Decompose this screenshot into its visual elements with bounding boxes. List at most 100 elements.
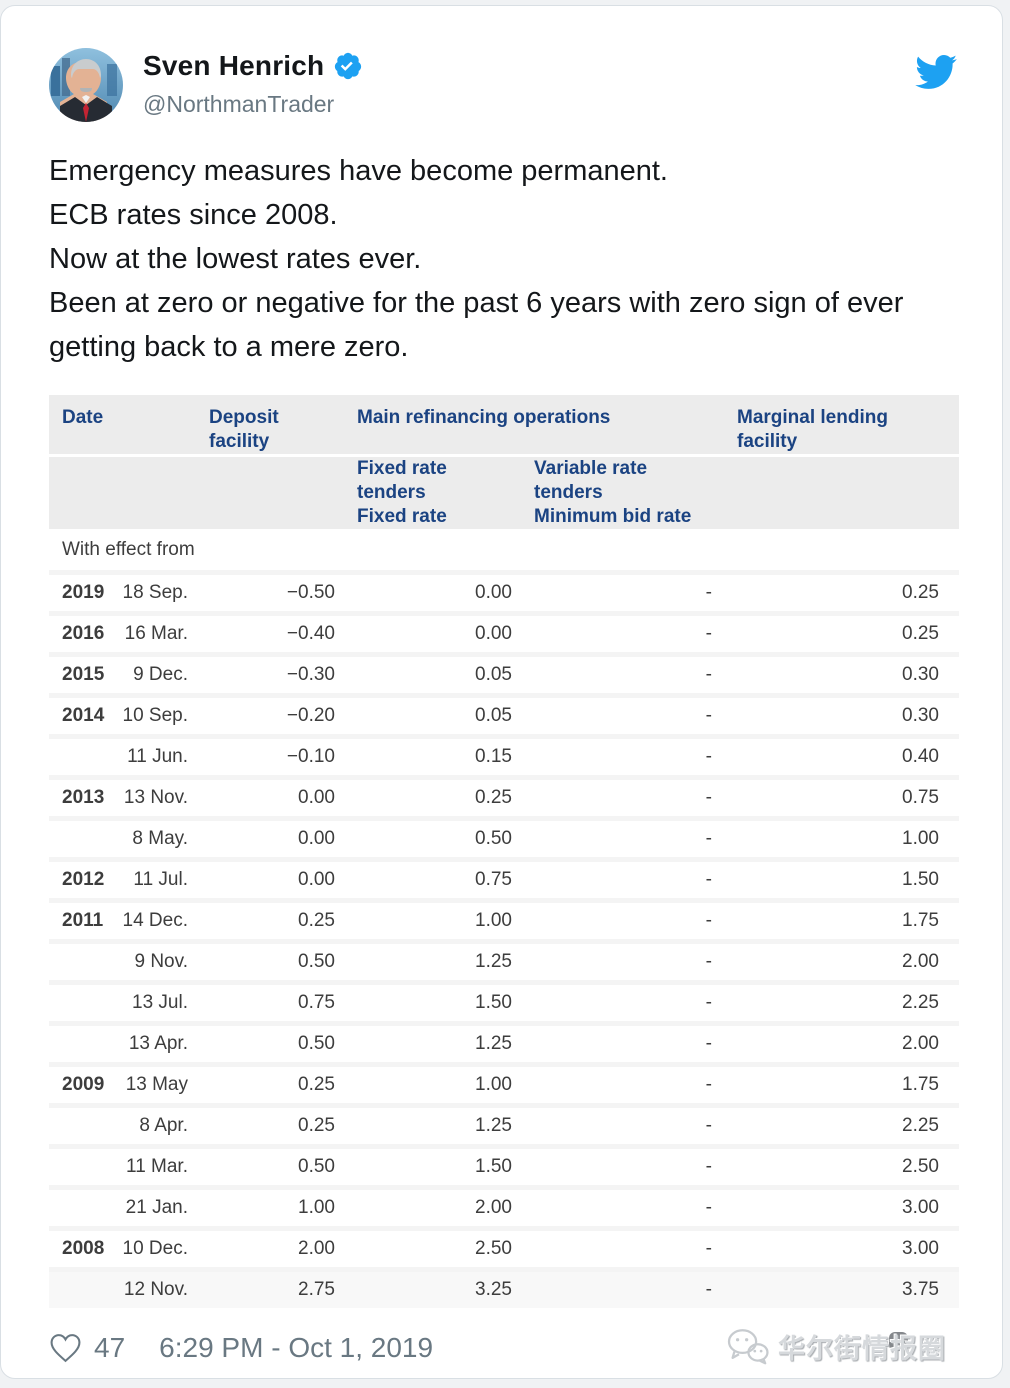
date-cell: 9 Dec. [104, 652, 196, 693]
date-cell: 10 Sep. [104, 693, 196, 734]
variable-rate-cell: - [516, 1062, 716, 1103]
deposit-cell: 0.00 [196, 857, 339, 898]
verified-badge-icon [335, 52, 362, 80]
variable-rate-cell: - [516, 1226, 716, 1267]
header-deposit-facility: Deposit facility [196, 395, 339, 457]
table-row: 2012 11 Jul. 0.00 0.75-1.50 [49, 857, 959, 898]
variable-rate-cell: - [516, 980, 716, 1021]
marginal-cell: 2.25 [716, 980, 959, 1021]
marginal-cell: 3.00 [716, 1226, 959, 1267]
year-cell: 2012 [49, 857, 104, 898]
fixed-rate-cell: 2.50 [339, 1226, 516, 1267]
author-handle[interactable]: @NorthmanTrader [143, 91, 335, 117]
with-effect-row: With effect from [49, 529, 959, 570]
date-cell: 10 Dec. [104, 1226, 196, 1267]
timestamp[interactable]: 6:29 PM - Oct 1, 2019 [159, 1332, 434, 1363]
year-cell [49, 1103, 104, 1144]
fixed-rate-cell: 0.75 [339, 857, 516, 898]
date-cell: 16 Mar. [104, 611, 196, 652]
marginal-cell: 0.25 [716, 570, 959, 611]
author-name[interactable]: Sven Henrich [143, 50, 325, 81]
variable-rate-cell: - [516, 693, 716, 734]
fixed-rate-cell: 0.15 [339, 734, 516, 775]
year-cell: 2011 [49, 898, 104, 939]
variable-rate-cell: - [516, 1103, 716, 1144]
tweet-text: Emergency measures have become permanent… [49, 149, 974, 369]
date-cell: 12 Nov. [104, 1267, 196, 1308]
marginal-cell: 1.00 [716, 816, 959, 857]
variable-rate-cell: - [516, 652, 716, 693]
year-cell: 2014 [49, 693, 104, 734]
subheader-variable-rate: Variable rate tenders Minimum bid rate [516, 457, 716, 529]
date-cell: 13 Apr. [104, 1021, 196, 1062]
deposit-cell: 0.50 [196, 1144, 339, 1185]
date-cell: 11 Jul. [104, 857, 196, 898]
tweet-line: Now at the lowest rates ever. [49, 243, 422, 275]
tweet-line: Emergency measures have become permanent… [49, 155, 668, 187]
deposit-cell: −0.50 [196, 570, 339, 611]
year-cell: 2013 [49, 775, 104, 816]
fixed-rate-cell: 1.50 [339, 1144, 516, 1185]
date-cell: 11 Jun. [104, 734, 196, 775]
watermark-badge [889, 1332, 908, 1351]
like-count[interactable]: 47 [94, 1332, 126, 1363]
marginal-cell: 3.75 [716, 1267, 959, 1308]
avatar-image [49, 48, 123, 122]
marginal-cell: 2.00 [716, 939, 959, 980]
fixed-rate-cell: 0.00 [339, 570, 516, 611]
table-row: 2015 9 Dec. −0.30 0.05-0.30 [49, 652, 959, 693]
variable-rate-cell: - [516, 570, 716, 611]
fixed-rate-cell: 3.25 [339, 1267, 516, 1308]
ecb-rates-table: Date Deposit facility Main refinancing o… [49, 395, 959, 1308]
marginal-cell: 1.50 [716, 857, 959, 898]
variable-rate-cell: - [516, 611, 716, 652]
fixed-rate-cell: 0.25 [339, 775, 516, 816]
twitter-bird-icon[interactable] [911, 50, 960, 99]
avatar[interactable] [49, 48, 123, 122]
marginal-cell: 3.00 [716, 1185, 959, 1226]
deposit-cell: 0.75 [196, 980, 339, 1021]
fixed-rate-cell: 1.00 [339, 898, 516, 939]
fixed-rate-cell: 1.25 [339, 1021, 516, 1062]
table-row: 2014 10 Sep. −0.20 0.05-0.30 [49, 693, 959, 734]
identity-block: Sven Henrich @NorthmanTrader [143, 48, 363, 118]
fixed-rate-cell: 1.25 [339, 939, 516, 980]
deposit-cell: 2.00 [196, 1226, 339, 1267]
table-row: 2013 13 Nov. 0.00 0.25-0.75 [49, 775, 959, 816]
year-cell: 2019 [49, 570, 104, 611]
variable-rate-cell: - [516, 1267, 716, 1308]
variable-rate-cell: - [516, 775, 716, 816]
date-cell: 11 Mar. [104, 1144, 196, 1185]
year-cell [49, 1267, 104, 1308]
date-cell: 21 Jan. [104, 1185, 196, 1226]
fixed-rate-cell: 0.05 [339, 693, 516, 734]
subheader-fixed-rate: Fixed rate tenders Fixed rate [339, 457, 516, 529]
marginal-cell: 2.50 [716, 1144, 959, 1185]
deposit-cell: −0.20 [196, 693, 339, 734]
date-cell: 9 Nov. [104, 939, 196, 980]
table-row: 2008 10 Dec. 2.00 2.50-3.00 [49, 1226, 959, 1267]
deposit-cell: 0.00 [196, 775, 339, 816]
deposit-cell: 0.00 [196, 816, 339, 857]
marginal-cell: 0.40 [716, 734, 959, 775]
year-cell [49, 816, 104, 857]
marginal-cell: 2.00 [716, 1021, 959, 1062]
table-row: 8 May. 0.00 0.50-1.00 [49, 816, 959, 857]
table-row: 11 Mar. 0.50 1.50-2.50 [49, 1144, 959, 1185]
variable-rate-cell: - [516, 734, 716, 775]
variable-rate-cell: - [516, 857, 716, 898]
table-row: 2011 14 Dec. 0.25 1.00-1.75 [49, 898, 959, 939]
heart-outline-icon[interactable] [49, 1333, 82, 1364]
marginal-cell: 0.30 [716, 693, 959, 734]
tweet-card: Sven Henrich @NorthmanTrader Emergency m… [0, 5, 1003, 1379]
year-cell: 2009 [49, 1062, 104, 1103]
table-row: 2019 18 Sep. −0.50 0.00-0.25 [49, 570, 959, 611]
header-marginal-lending: Marginal lending facility [716, 395, 959, 457]
deposit-cell: 0.25 [196, 1062, 339, 1103]
deposit-cell: 1.00 [196, 1185, 339, 1226]
table-row: 8 Apr. 0.25 1.25-2.25 [49, 1103, 959, 1144]
with-effect-label: With effect from [62, 538, 195, 560]
deposit-cell: −0.30 [196, 652, 339, 693]
marginal-cell: 2.25 [716, 1103, 959, 1144]
tweet-header: Sven Henrich @NorthmanTrader [49, 48, 960, 122]
